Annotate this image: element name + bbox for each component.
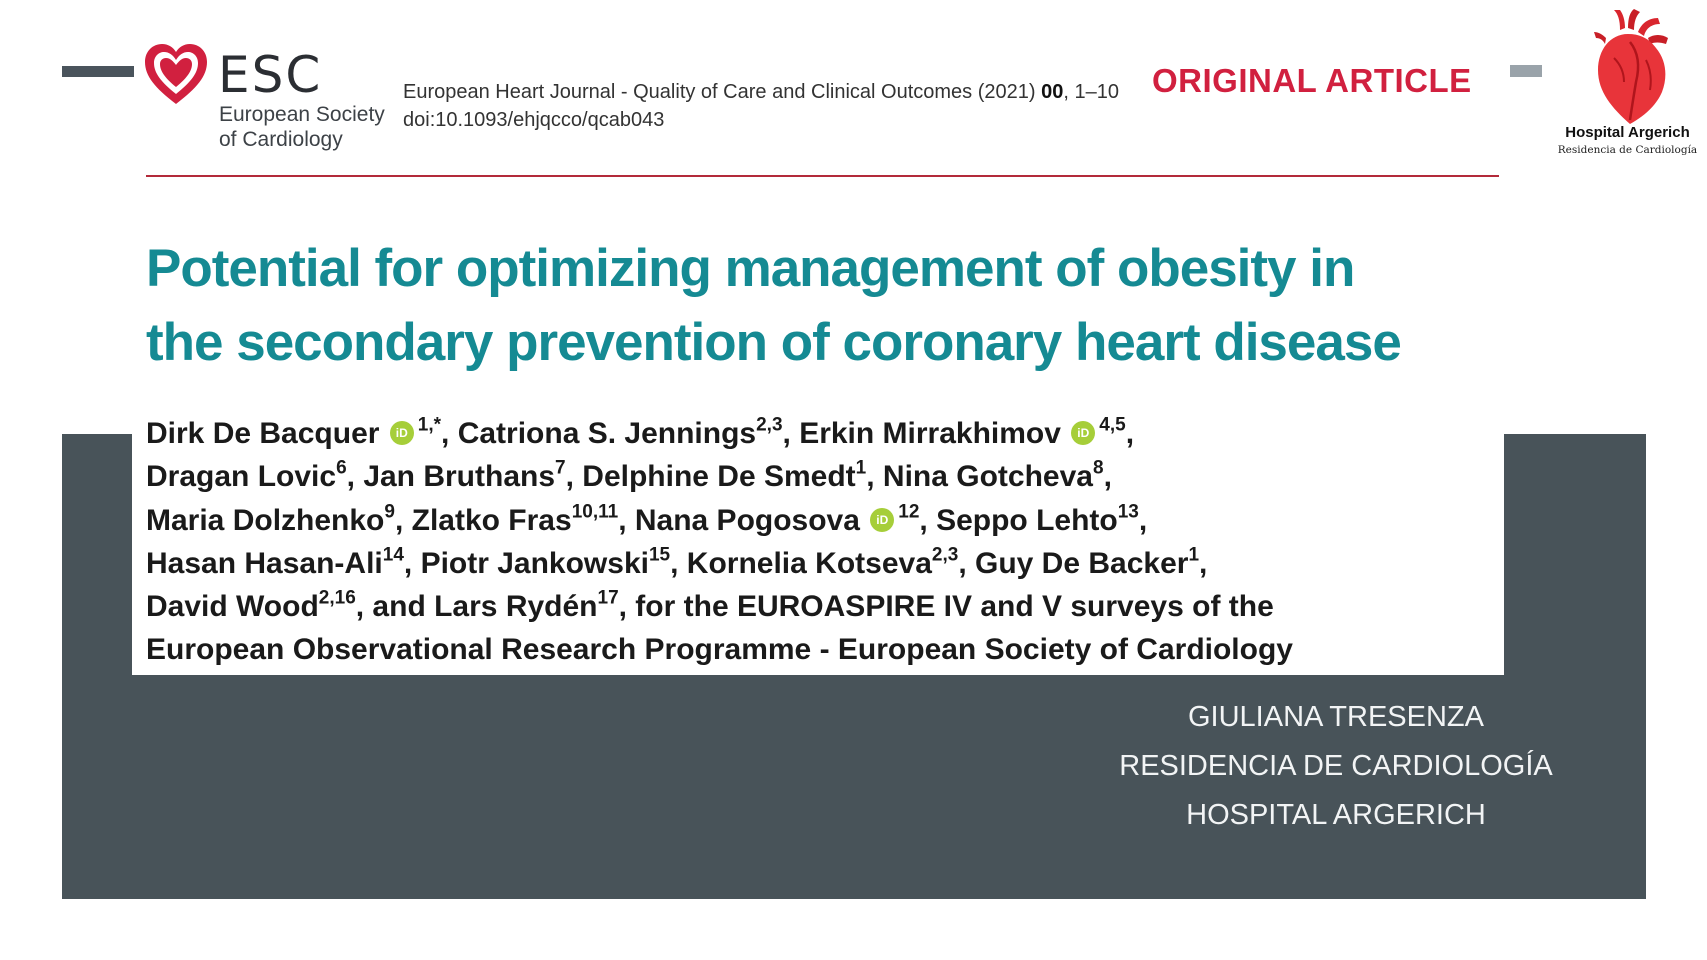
author-line-6: European Observational Research Programm… bbox=[146, 633, 1293, 667]
author-separator: , and bbox=[355, 590, 435, 624]
author-line-4: Hasan Hasan-Ali14, Piotr Jankowski15, Ko… bbox=[146, 542, 1506, 585]
author-separator: , bbox=[866, 460, 883, 494]
article-title-line2: the secondary prevention of coronary hea… bbox=[146, 313, 1402, 372]
author-name: Erkin Mirrakhimov bbox=[799, 417, 1061, 450]
right-accent-bar bbox=[1510, 65, 1542, 77]
author-separator: , bbox=[565, 460, 583, 494]
author-name: Jan Bruthans bbox=[363, 460, 556, 494]
affiliation-superscript: 1 bbox=[855, 457, 867, 479]
author-name: Zlatko Fras bbox=[411, 503, 572, 537]
journal-citation-text: European Heart Journal - Quality of Care… bbox=[403, 81, 1036, 103]
author-separator: , bbox=[782, 417, 800, 450]
anatomical-heart-icon bbox=[1594, 9, 1668, 124]
heart-icon bbox=[145, 44, 207, 104]
journal-volume: 00 bbox=[1041, 81, 1064, 103]
author-name: Hasan Hasan-Ali bbox=[146, 546, 383, 580]
author-separator: , bbox=[618, 503, 635, 537]
affiliation-superscript: 2,3 bbox=[931, 544, 959, 566]
presenter-program: RESIDENCIA DE CARDIOLOGÍA bbox=[1119, 750, 1553, 782]
author-name: David Wood bbox=[146, 590, 319, 624]
author-separator: , bbox=[1125, 417, 1135, 450]
affiliation-superscript: 4,5 bbox=[1099, 414, 1126, 436]
esc-subtitle-line2: of Cardiology bbox=[219, 128, 343, 151]
affiliation-superscript: 12 bbox=[898, 501, 920, 523]
author-name: Kornelia Kotseva bbox=[686, 546, 932, 580]
authors-box: Dirk De Bacquer iD 1,*, Catriona S. Jenni… bbox=[132, 405, 1504, 675]
author-name: Nina Gotcheva bbox=[882, 460, 1093, 494]
author-line-5: David Wood2,16, and Lars Rydén17, for th… bbox=[146, 585, 1506, 628]
author-separator: , bbox=[670, 546, 687, 580]
article-title-line1: Potential for optimizing management of o… bbox=[146, 239, 1355, 298]
author-name: Lars Rydén bbox=[434, 590, 598, 624]
author-list: Dirk De Bacquer iD 1,*, Catriona S. Jenni… bbox=[146, 412, 1506, 672]
orcid-icon[interactable]: iD bbox=[1071, 421, 1096, 446]
author-name: Catriona S. Jennings bbox=[457, 417, 757, 450]
affiliation-superscript: 1,* bbox=[417, 414, 442, 436]
orcid-icon[interactable]: iD bbox=[870, 507, 895, 532]
hospital-name: Hospital Argerich bbox=[1565, 124, 1690, 141]
affiliation-superscript: 7 bbox=[555, 457, 566, 479]
affiliation-superscript: 14 bbox=[382, 544, 404, 566]
affiliation-superscript: 10,11 bbox=[571, 501, 619, 523]
hospital-logo: Hospital Argerich Residencia de Cardiolo… bbox=[1548, 6, 1707, 156]
affiliation-superscript: 13 bbox=[1117, 501, 1139, 523]
author-name: Seppo Lehto bbox=[936, 503, 1118, 537]
author-name: Delphine De Smedt bbox=[582, 460, 856, 494]
author-name: Nana Pogosova bbox=[634, 503, 860, 537]
author-name: Dragan Lovic bbox=[146, 460, 337, 494]
author-separator: , bbox=[441, 417, 458, 450]
author-name: Dirk De Bacquer bbox=[146, 417, 380, 450]
affiliation-superscript: 8 bbox=[1092, 457, 1104, 479]
header-divider bbox=[146, 175, 1499, 177]
presenter-hospital: HOSPITAL ARGERICH bbox=[1186, 799, 1486, 831]
author-separator: , bbox=[919, 503, 937, 537]
author-separator: , bbox=[403, 546, 421, 580]
journal-citation: European Heart Journal - Quality of Care… bbox=[403, 81, 1119, 104]
author-name: Maria Dolzhenko bbox=[146, 503, 385, 537]
presenter-name: GIULIANA TRESENZA bbox=[1188, 701, 1484, 733]
author-name: Guy De Backer bbox=[974, 546, 1189, 580]
affiliation-superscript: 2,3 bbox=[756, 414, 783, 436]
affiliation-superscript: 6 bbox=[336, 457, 347, 479]
author-separator: , bbox=[958, 546, 975, 580]
journal-pages: , 1–10 bbox=[1063, 81, 1119, 103]
esc-logo: ESC European Society of Cardiology bbox=[143, 42, 403, 152]
author-name: Piotr Jankowski bbox=[420, 546, 649, 580]
esc-subtitle-line1: European Society bbox=[219, 103, 385, 126]
article-title: Potential for optimizing management of o… bbox=[146, 232, 1526, 380]
affiliation-superscript: 15 bbox=[648, 544, 671, 566]
author-separator: , bbox=[1103, 460, 1112, 494]
author-separator: , bbox=[1199, 546, 1208, 580]
affiliation-superscript: 2,16 bbox=[318, 587, 356, 609]
affiliation-superscript: 17 bbox=[597, 587, 619, 609]
author-separator: , bbox=[346, 460, 364, 494]
author-separator: , bbox=[394, 503, 412, 537]
orcid-icon[interactable]: iD bbox=[389, 421, 414, 446]
doi: doi:10.1093/ehjqcco/qcab043 bbox=[403, 109, 665, 131]
author-separator: , bbox=[1138, 503, 1148, 537]
hospital-subtitle: Residencia de Cardiología bbox=[1557, 144, 1698, 156]
article-type-label: ORIGINAL ARTICLE bbox=[1152, 62, 1472, 99]
left-accent-bar bbox=[62, 66, 134, 77]
author-line-1: Dirk De Bacquer iD 1,*, Catriona S. Jenni… bbox=[146, 412, 1506, 455]
author-separator: , for the EUROASPIRE IV and V surveys of… bbox=[618, 590, 1274, 624]
affiliation-superscript: 9 bbox=[384, 501, 395, 523]
esc-wordmark: ESC bbox=[218, 46, 323, 104]
author-line-2: Dragan Lovic6, Jan Bruthans7, Delphine D… bbox=[146, 455, 1506, 498]
author-line-3: Maria Dolzhenko9, Zlatko Fras10,11, Nana… bbox=[146, 499, 1506, 542]
affiliation-superscript: 1 bbox=[1188, 544, 1200, 566]
